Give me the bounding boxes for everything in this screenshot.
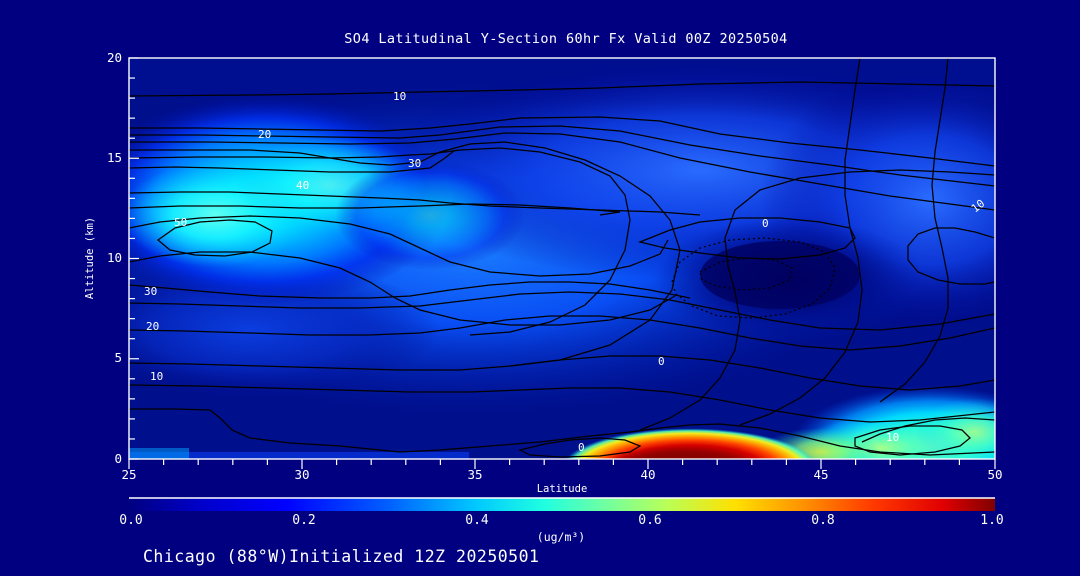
colorbar-tick-label: 0.2: [292, 513, 315, 528]
y-tick-label: 10: [107, 250, 122, 265]
contour-line: [879, 58, 949, 403]
y-tick-label: 5: [114, 350, 122, 365]
contour-line: [129, 147, 631, 336]
contour-line: [861, 417, 995, 443]
contour-line: [129, 191, 701, 216]
contour-label: 20: [258, 128, 271, 141]
contour-line: [156, 219, 273, 257]
contour-label: 10: [393, 90, 406, 103]
contour-label: 50: [174, 216, 187, 229]
x-axis: 25 30 35 40 45 50 Latitude: [121, 459, 1003, 495]
colorbar-tick-label: 0.4: [465, 513, 489, 528]
contour-line: [129, 81, 995, 97]
colorbar-tick-label: 1.0: [980, 513, 1003, 528]
x-axis-label: Latitude: [537, 483, 588, 495]
x-tick-label: 30: [294, 467, 309, 482]
contour-line: [129, 132, 995, 211]
field-upper-left-tail: [335, 160, 525, 270]
contour-label: 40: [296, 179, 309, 192]
contour-line: [129, 315, 995, 351]
contour-line-negative: [699, 257, 793, 291]
contour-line: [129, 408, 995, 456]
contour-label-group: 10 20 30 40 50 30 20 10 0 0 0 10 10: [144, 90, 987, 454]
contour-label: 0: [578, 441, 585, 454]
contour-line: [854, 425, 971, 456]
field-ground-line-leftmost: [129, 448, 189, 459]
field-ground-line-left: [129, 452, 469, 459]
contour-line-negative: [671, 237, 836, 319]
x-tick-label: 40: [640, 467, 655, 482]
y-axis-label: Altitude (km): [84, 217, 96, 299]
colorbar-gradient[interactable]: [129, 498, 995, 511]
x-tick-label: 45: [813, 467, 828, 482]
contour-line: [129, 384, 995, 423]
contour-line: [739, 58, 863, 426]
contour-line: [129, 125, 995, 187]
x-tick-label: 35: [467, 467, 482, 482]
contour-label: 10: [886, 431, 899, 444]
heatmap-plot-area: [129, 58, 995, 459]
y-tick-label: 15: [107, 150, 122, 165]
x-tick-label: 25: [121, 467, 136, 482]
y-tick-label: 20: [107, 50, 122, 65]
contour-label: 0: [762, 217, 769, 230]
figure-caption: Chicago (88°W)Initialized 12Z 20250501: [143, 547, 540, 566]
contour-line: [129, 291, 995, 331]
contour-label: 0: [658, 355, 665, 368]
x-tick-label: 50: [987, 467, 1002, 482]
contour-label: 10: [969, 197, 987, 215]
colorbar-units-label: (ug/m³): [537, 530, 585, 544]
contour-line: [129, 215, 669, 277]
contour-line: [518, 437, 642, 458]
contour-line: [129, 141, 681, 367]
contour-line: [639, 169, 995, 431]
colorbar-tick-label: 0.0: [119, 513, 142, 528]
chart-title: SO4 Latitudinal Y-Section 60hr Fx Valid …: [344, 31, 787, 47]
contour-label: 20: [146, 320, 159, 333]
colorbar-tick-label: 0.8: [811, 513, 834, 528]
contour-line: [637, 217, 856, 260]
contour-line: [129, 149, 456, 173]
contour-label: 30: [408, 157, 421, 170]
contour-label: 10: [150, 370, 163, 383]
colorbar[interactable]: 0.0 0.2 0.4 0.6 0.8 1.0 (ug/m³): [119, 497, 1004, 544]
contour-line: [907, 227, 995, 285]
contour-line: [129, 251, 676, 326]
contour-label: 30: [144, 285, 157, 298]
contour-line: [129, 116, 995, 167]
colorbar-tick-label: 0.6: [638, 513, 661, 528]
field-mid-minimum-core: [700, 241, 860, 309]
y-tick-label: 0: [114, 451, 122, 466]
contour-line: [129, 281, 691, 299]
contour-line: [129, 355, 995, 391]
y-axis: 20 15 10 5 0 Altitude (km): [84, 50, 139, 466]
